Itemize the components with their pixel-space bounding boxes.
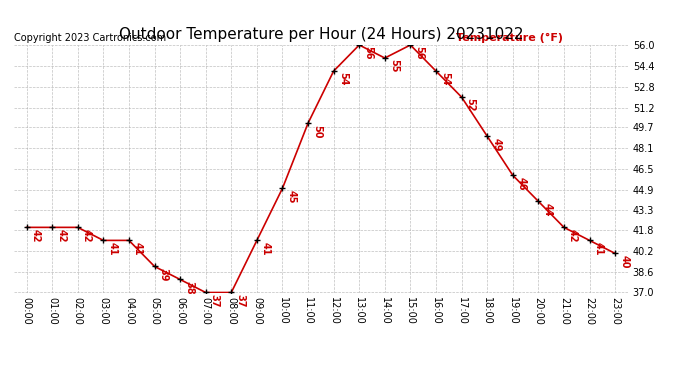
Text: Copyright 2023 Cartronics.com: Copyright 2023 Cartronics.com xyxy=(14,33,166,42)
Text: 42: 42 xyxy=(82,229,92,242)
Title: Outdoor Temperature per Hour (24 Hours) 20231022: Outdoor Temperature per Hour (24 Hours) … xyxy=(119,27,523,42)
Text: 44: 44 xyxy=(542,203,553,216)
Text: 56: 56 xyxy=(364,46,373,60)
Text: 37: 37 xyxy=(210,294,220,307)
Text: 56: 56 xyxy=(415,46,424,60)
Text: 39: 39 xyxy=(159,268,168,281)
Text: Temperature (°F): Temperature (°F) xyxy=(456,33,563,42)
Text: 37: 37 xyxy=(235,294,246,307)
Text: 41: 41 xyxy=(133,242,143,255)
Text: 50: 50 xyxy=(312,124,322,138)
Text: 52: 52 xyxy=(466,99,475,112)
Text: 40: 40 xyxy=(619,255,629,268)
Text: 54: 54 xyxy=(338,72,348,86)
Text: 41: 41 xyxy=(261,242,271,255)
Text: 45: 45 xyxy=(286,190,297,203)
Text: 42: 42 xyxy=(568,229,578,242)
Text: 55: 55 xyxy=(389,59,399,73)
Text: 41: 41 xyxy=(108,242,117,255)
Text: 49: 49 xyxy=(491,138,502,151)
Text: 38: 38 xyxy=(184,281,195,294)
Text: 54: 54 xyxy=(440,72,450,86)
Text: 46: 46 xyxy=(517,177,527,190)
Text: 42: 42 xyxy=(31,229,41,242)
Text: 42: 42 xyxy=(57,229,66,242)
Text: 41: 41 xyxy=(593,242,604,255)
